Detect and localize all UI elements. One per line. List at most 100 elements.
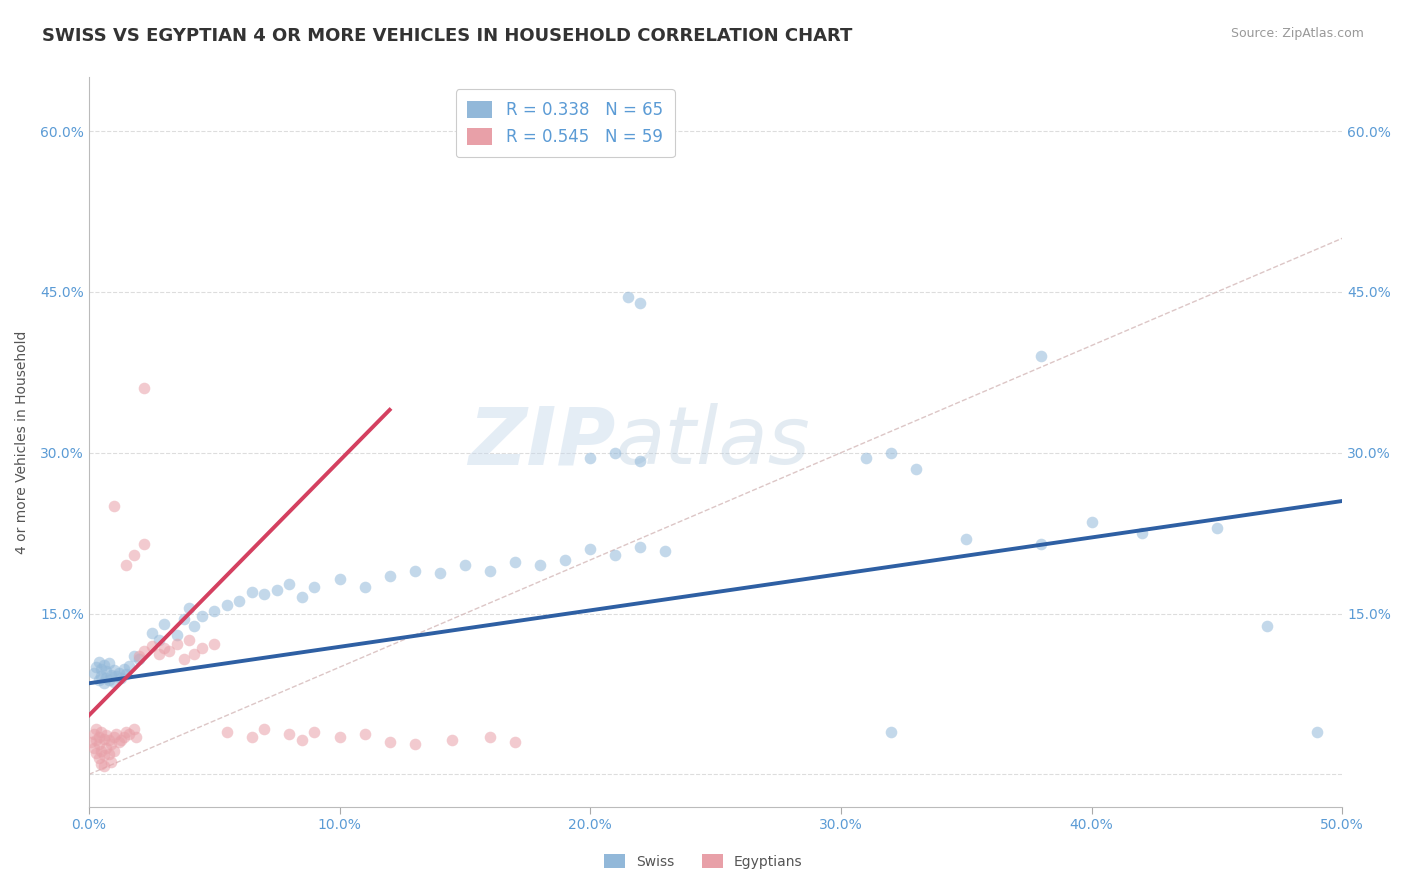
Point: [378, 735, 401, 749]
Point: [529, 558, 551, 573]
Point: [103, 730, 125, 744]
Point: [291, 591, 314, 605]
Point: [1031, 349, 1053, 363]
Point: [96, 728, 118, 742]
Point: [628, 540, 651, 554]
Point: [128, 649, 150, 664]
Point: [880, 446, 903, 460]
Point: [93, 759, 115, 773]
Point: [118, 659, 141, 673]
Point: [86, 723, 108, 737]
Point: [86, 746, 108, 760]
Point: [628, 295, 651, 310]
Point: [215, 724, 238, 739]
Point: [132, 644, 155, 658]
Point: [115, 666, 138, 681]
Point: [378, 569, 401, 583]
Y-axis label: 4 or more Vehicles in Household: 4 or more Vehicles in Household: [15, 330, 30, 554]
Point: [86, 660, 108, 674]
Point: [183, 648, 205, 662]
Point: [80, 735, 103, 749]
Point: [304, 724, 326, 739]
Point: [108, 665, 131, 680]
Point: [96, 671, 118, 685]
Point: [1256, 619, 1278, 633]
Legend: Swiss, Egyptians: Swiss, Egyptians: [598, 848, 808, 874]
Text: SWISS VS EGYPTIAN 4 OR MORE VEHICLES IN HOUSEHOLD CORRELATION CHART: SWISS VS EGYPTIAN 4 OR MORE VEHICLES IN …: [42, 27, 852, 45]
Point: [157, 644, 180, 658]
Text: Source: ZipAtlas.com: Source: ZipAtlas.com: [1230, 27, 1364, 40]
Text: atlas: atlas: [616, 403, 810, 481]
Point: [905, 462, 928, 476]
Point: [880, 724, 903, 739]
Point: [628, 454, 651, 468]
Point: [105, 669, 128, 683]
Point: [166, 637, 188, 651]
Point: [1080, 516, 1102, 530]
Point: [87, 655, 110, 669]
Point: [240, 585, 263, 599]
Point: [112, 662, 135, 676]
Point: [110, 671, 132, 685]
Point: [266, 582, 288, 597]
Point: [1031, 537, 1053, 551]
Point: [90, 744, 112, 758]
Point: [1306, 724, 1329, 739]
Point: [93, 658, 115, 673]
Point: [105, 727, 128, 741]
Point: [122, 649, 145, 664]
Point: [90, 662, 112, 676]
Point: [83, 665, 105, 680]
Point: [278, 576, 301, 591]
Point: [228, 593, 250, 607]
Point: [855, 451, 877, 466]
Point: [554, 553, 576, 567]
Point: [183, 619, 205, 633]
Point: [328, 572, 350, 586]
Legend: R = 0.338   N = 65, R = 0.545   N = 59: R = 0.338 N = 65, R = 0.545 N = 59: [456, 89, 675, 157]
Point: [454, 558, 477, 573]
Point: [100, 738, 122, 752]
Point: [141, 639, 163, 653]
Point: [93, 732, 115, 747]
Point: [103, 744, 125, 758]
Point: [353, 580, 375, 594]
Point: [87, 751, 110, 765]
Point: [328, 730, 350, 744]
Point: [122, 548, 145, 562]
Point: [103, 500, 125, 514]
Point: [955, 532, 977, 546]
Point: [148, 648, 170, 662]
Point: [1130, 526, 1153, 541]
Point: [1206, 521, 1229, 535]
Point: [112, 730, 135, 744]
Point: [478, 730, 501, 744]
Point: [253, 587, 276, 601]
Point: [202, 637, 225, 651]
Point: [83, 727, 105, 741]
Point: [83, 740, 105, 755]
Point: [253, 723, 276, 737]
Point: [503, 555, 526, 569]
Point: [100, 755, 122, 769]
Point: [202, 604, 225, 618]
Point: [97, 656, 120, 670]
Point: [617, 290, 640, 304]
Point: [478, 564, 501, 578]
Point: [153, 640, 176, 655]
Point: [166, 628, 188, 642]
Point: [579, 542, 602, 557]
Point: [100, 667, 122, 681]
Point: [173, 651, 195, 665]
Point: [108, 735, 131, 749]
Point: [132, 537, 155, 551]
Point: [90, 724, 112, 739]
Point: [93, 676, 115, 690]
Point: [579, 451, 602, 466]
Point: [93, 748, 115, 763]
Point: [90, 756, 112, 771]
Point: [86, 733, 108, 747]
Point: [304, 580, 326, 594]
Point: [141, 626, 163, 640]
Text: ZIP: ZIP: [468, 403, 616, 481]
